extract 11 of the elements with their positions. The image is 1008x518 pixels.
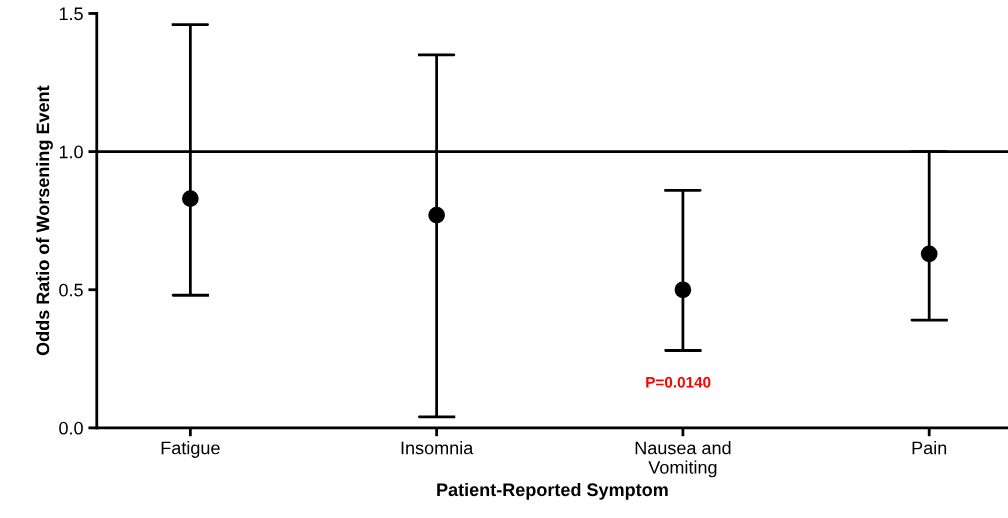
x-axis-title: Patient-Reported Symptom [437, 482, 668, 500]
annotation: P=0.0140 [646, 376, 711, 388]
y-axis-title: Odds Ratio of Worsening Event [36, 85, 53, 356]
x-tick-label: Fatigue [161, 441, 220, 458]
y-tick-label: 1.5 [59, 7, 83, 21]
y-tick-label: 1.0 [59, 145, 83, 159]
y-tick-label: 0.5 [59, 283, 83, 297]
x-tick-label: Nausea and Vomiting [635, 441, 731, 478]
x-tick-label: Insomnia [401, 441, 474, 455]
x-tick-label: Pain [912, 441, 947, 455]
y-tick-label: 0.0 [59, 421, 83, 435]
